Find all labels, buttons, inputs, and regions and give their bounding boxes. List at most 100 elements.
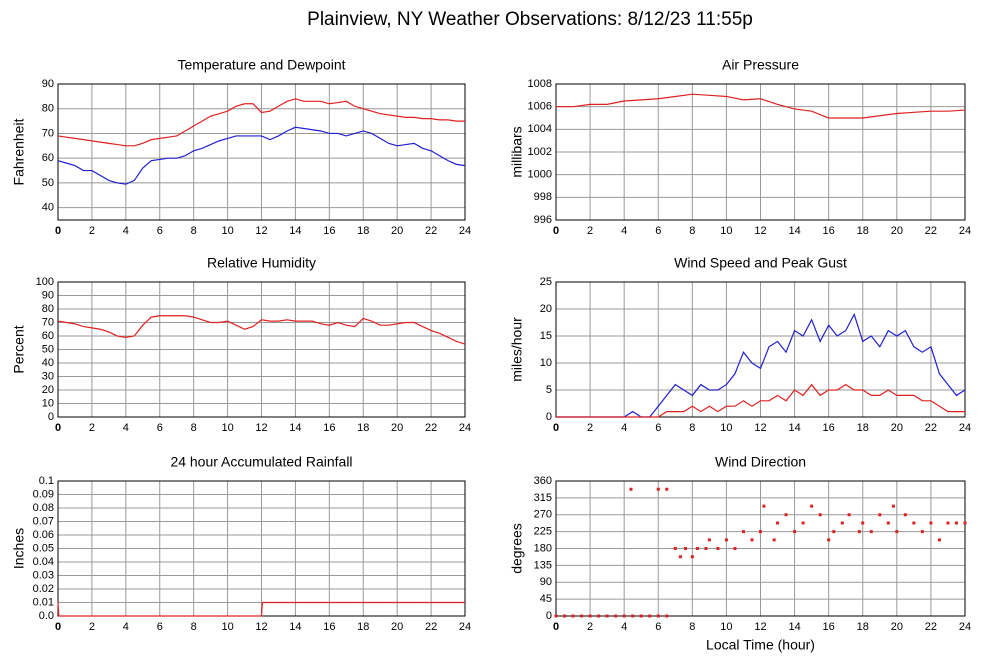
data-point xyxy=(954,521,958,525)
x-tick-label: 20 xyxy=(891,422,903,434)
data-point xyxy=(656,614,660,618)
x-tick-label: 16 xyxy=(323,422,335,434)
data-point xyxy=(762,504,766,508)
data-point xyxy=(963,521,967,525)
y-tick-label: 40 xyxy=(42,202,54,214)
x-tick-label: 4 xyxy=(123,422,129,434)
x-tick-label: 14 xyxy=(788,621,800,633)
x-tick-label: 0 xyxy=(553,422,559,434)
y-tick-label: 270 xyxy=(534,509,552,521)
x-tick-label: 10 xyxy=(221,422,233,434)
x-tick-label: 6 xyxy=(157,225,163,237)
data-line xyxy=(57,126,466,185)
x-tick-label: 20 xyxy=(891,621,903,633)
data-point xyxy=(869,530,873,534)
x-tick-label: 6 xyxy=(655,422,661,434)
x-tick-label: 16 xyxy=(823,621,835,633)
x-tick-label: 2 xyxy=(587,422,593,434)
y-tick-label: 360 xyxy=(534,475,552,487)
data-point xyxy=(724,538,728,542)
data-point xyxy=(759,530,762,534)
x-tick-label: 0 xyxy=(553,621,559,633)
x-tick-label: 12 xyxy=(754,621,766,633)
x-tick-label: 14 xyxy=(289,422,301,434)
data-point xyxy=(597,614,601,618)
y-tick-label: 45 xyxy=(540,593,552,605)
x-tick-label: 8 xyxy=(191,621,197,633)
y-tick-label: 90 xyxy=(42,289,54,301)
data-line xyxy=(556,383,965,418)
y-tick-label: 0.05 xyxy=(33,542,54,554)
x-tick-label: 22 xyxy=(425,225,437,237)
x-tick-label: 8 xyxy=(191,422,197,434)
y-tick-label: 10 xyxy=(42,397,54,409)
data-point xyxy=(920,530,924,534)
data-point xyxy=(946,521,950,525)
y-tick-label: 20 xyxy=(42,384,54,396)
data-line xyxy=(57,98,465,147)
data-point xyxy=(588,614,592,618)
data-point xyxy=(840,521,844,525)
y-tick-label: 15 xyxy=(540,330,552,342)
y-tick-label: 0.08 xyxy=(33,502,54,514)
x-tick-label: 14 xyxy=(289,621,301,633)
x-axis-label: Local Time (hour) xyxy=(706,637,815,653)
y-tick-label: 135 xyxy=(534,559,552,571)
plot-frame xyxy=(555,480,966,617)
y-tick-label: 0.04 xyxy=(33,556,54,568)
y-tick-label: 60 xyxy=(42,330,54,342)
x-tick-label: 8 xyxy=(689,422,695,434)
x-tick-label: 12 xyxy=(754,225,766,237)
x-tick-label: 16 xyxy=(823,225,835,237)
x-tick-label: 2 xyxy=(587,621,593,633)
x-tick-label: 20 xyxy=(391,422,403,434)
x-tick-label: 0 xyxy=(55,225,61,237)
y-tick-label: 25 xyxy=(540,276,552,288)
y-tick-label: 0.09 xyxy=(33,488,54,500)
y-tick-label: 20 xyxy=(540,303,552,315)
x-tick-label: 0 xyxy=(553,225,559,237)
data-point xyxy=(648,614,652,618)
data-point xyxy=(695,547,699,550)
panel-title: Wind Direction xyxy=(715,454,806,470)
data-point xyxy=(631,614,635,618)
x-tick-label: 22 xyxy=(425,422,437,434)
y-tick-label: 0.07 xyxy=(33,515,54,527)
x-tick-label: 22 xyxy=(425,621,437,633)
data-point xyxy=(704,547,708,550)
x-tick-label: 4 xyxy=(123,621,129,633)
data-point xyxy=(614,614,618,618)
data-point xyxy=(891,504,895,508)
x-tick-label: 12 xyxy=(255,225,267,237)
y-tick-label: 80 xyxy=(42,303,54,315)
y-tick-label: 0 xyxy=(546,610,552,622)
x-tick-label: 8 xyxy=(191,225,197,237)
data-point xyxy=(772,538,776,542)
x-tick-label: 18 xyxy=(357,621,369,633)
data-point xyxy=(861,521,865,525)
y-tick-label: 40 xyxy=(42,357,54,369)
data-point xyxy=(554,614,558,618)
x-tick-label: 24 xyxy=(459,621,471,633)
x-tick-label: 8 xyxy=(689,621,695,633)
x-tick-label: 20 xyxy=(391,621,403,633)
x-tick-label: 2 xyxy=(587,225,593,237)
y-tick-label: 100 xyxy=(36,276,54,288)
y-tick-label: 1006 xyxy=(528,101,552,113)
y-tick-label: 1004 xyxy=(528,123,552,135)
y-tick-label: 10 xyxy=(540,357,552,369)
data-point xyxy=(629,487,633,491)
x-tick-label: 2 xyxy=(89,225,95,237)
panel-title: Air Pressure xyxy=(722,57,799,73)
x-tick-label: 24 xyxy=(959,621,971,633)
plot-frame xyxy=(57,281,466,418)
y-tick-label: 90 xyxy=(540,576,552,588)
data-point xyxy=(733,547,737,550)
x-tick-label: 22 xyxy=(925,621,937,633)
data-point xyxy=(716,547,720,550)
x-tick-label: 10 xyxy=(221,225,233,237)
x-tick-label: 4 xyxy=(621,422,627,434)
panel-title: Temperature and Dewpoint xyxy=(177,57,345,73)
data-point xyxy=(827,538,831,542)
